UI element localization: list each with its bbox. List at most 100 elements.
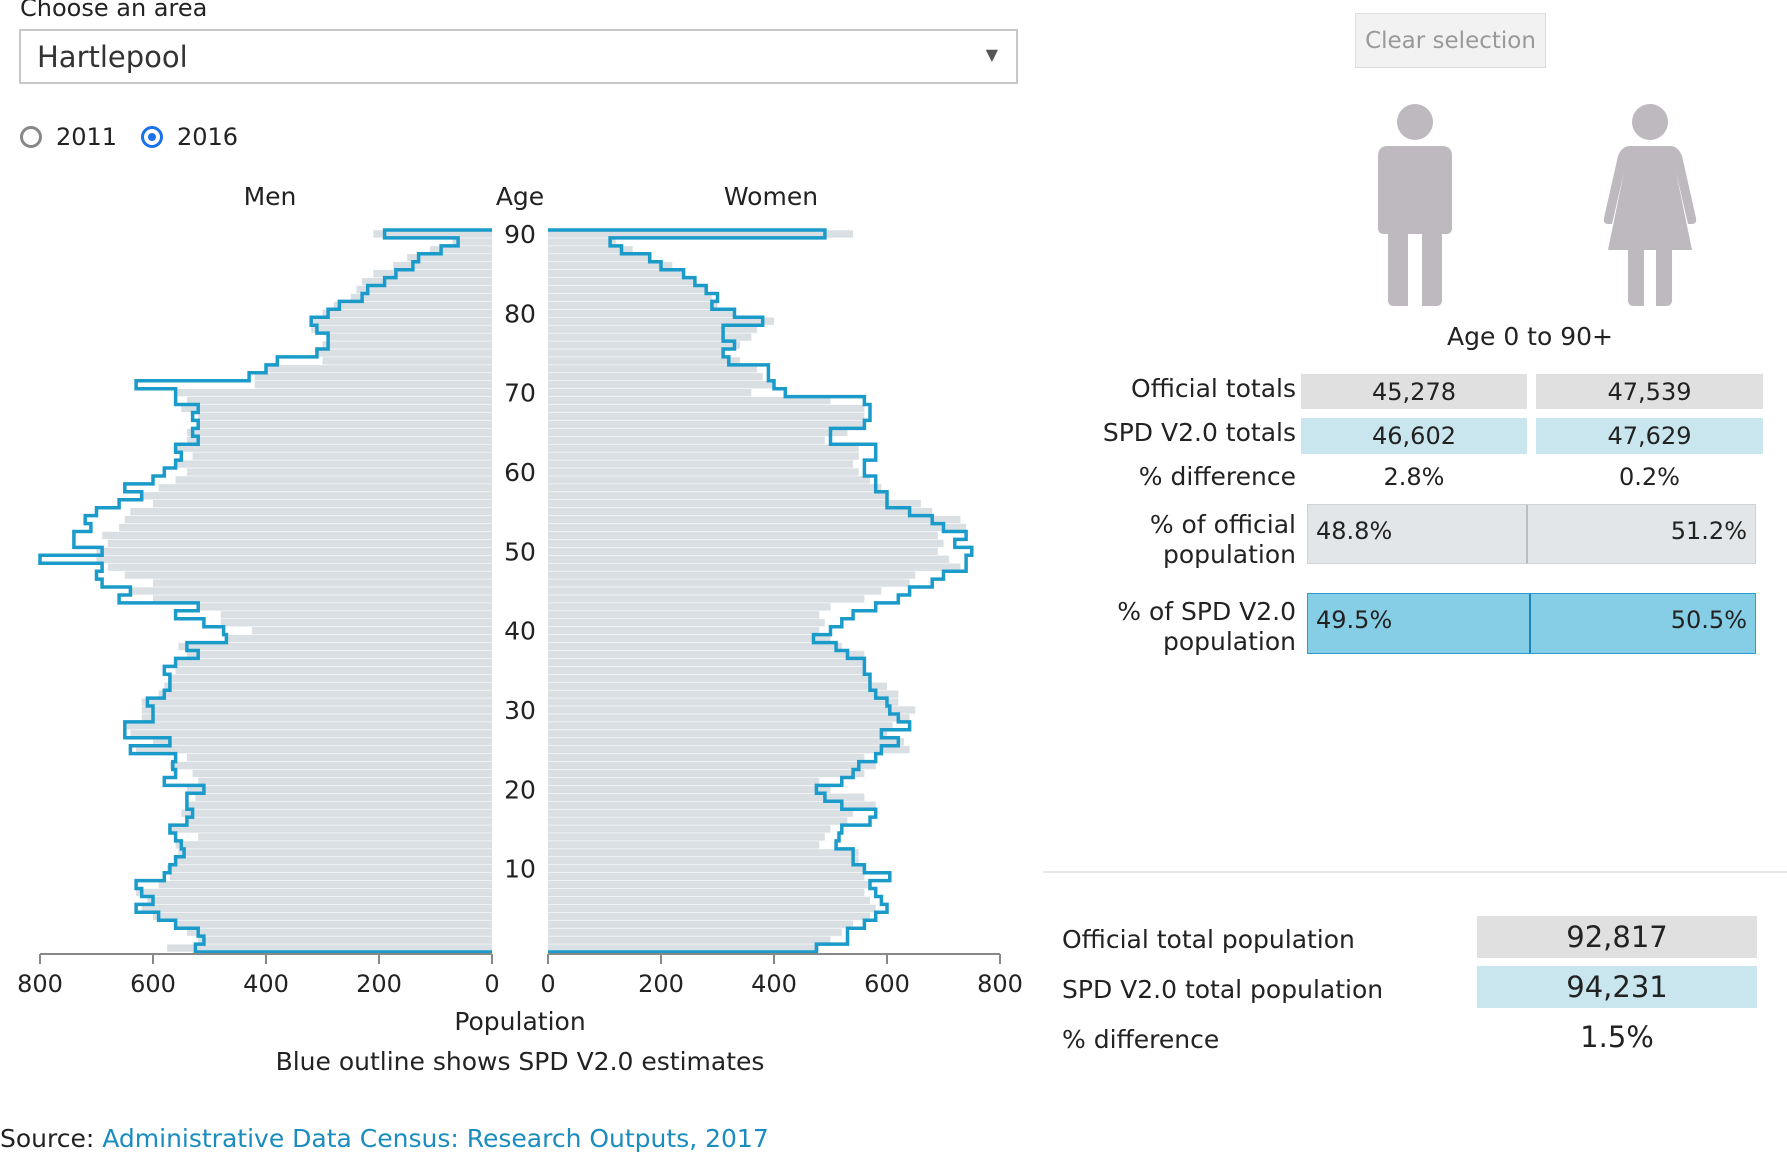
women-official-bar-age-88	[548, 246, 633, 254]
men-official-bar-age-8	[158, 880, 492, 889]
women-official-bar-age-90	[548, 230, 854, 238]
radio-2011-circle[interactable]	[20, 126, 42, 148]
women-official-bar-age-49	[548, 555, 950, 563]
women-official-bar-age-77	[548, 333, 752, 341]
women-x-tick-600: 600	[864, 970, 910, 998]
men-official-bar-age-29	[141, 714, 492, 722]
men-official-bar-age-23	[169, 761, 492, 770]
men-official-bar-age-34	[169, 674, 492, 682]
women-official-bar-age-37	[548, 650, 865, 659]
radio-2016-circle[interactable]	[141, 126, 163, 148]
men-official-bar-age-61	[175, 460, 492, 468]
women-official-bar-age-43	[548, 603, 831, 611]
men-official-bar-age-49	[96, 555, 492, 563]
men-official-bar-age-80	[322, 309, 492, 317]
women-official-bar-age-31	[548, 698, 899, 706]
men-official-bar-age-47	[124, 571, 492, 579]
area-select-label: Choose an area	[20, 0, 208, 22]
spd-men-value: 46,602	[1301, 418, 1527, 454]
women-official-bar-age-29	[548, 714, 910, 722]
men-official-bar-age-48	[107, 563, 493, 571]
men-x-tick-200: 200	[356, 970, 402, 998]
official-total-population-value: 92,817	[1477, 916, 1757, 958]
women-official-bar-age-62	[548, 452, 859, 460]
radio-2011[interactable]: 2011	[20, 123, 117, 151]
men-official-bar-age-63	[175, 444, 492, 452]
women-official-bar-age-55	[548, 507, 933, 516]
women-official-bar-age-10	[548, 865, 865, 873]
men-official-bar-age-60	[186, 468, 492, 476]
pct-official-divider	[1526, 505, 1529, 563]
chart-subtitle: Blue outline shows SPD V2.0 estimates	[276, 1047, 765, 1076]
women-official-bar-age-41	[548, 619, 825, 627]
women-official-bar-age-84	[548, 277, 695, 286]
men-official-bar-age-4	[153, 912, 492, 920]
women-official-bar-age-34	[548, 674, 871, 682]
women-official-bar-age-9	[548, 872, 865, 881]
age-tick-60: 60	[504, 458, 536, 487]
men-official-bar-age-76	[322, 341, 492, 349]
men-spd-outline	[38, 228, 492, 954]
pct-spd-bar: 49.5% 50.5%	[1307, 593, 1756, 654]
women-official-bar-age-28	[548, 722, 893, 730]
men-official-bar-age-50	[96, 547, 492, 555]
women-official-bar-age-20	[548, 785, 831, 794]
men-official-bar-age-59	[175, 476, 492, 484]
pct-spd-divider	[1529, 594, 1532, 653]
men-official-bar-age-41	[220, 619, 493, 627]
women-official-bar-age-21	[548, 777, 820, 786]
women-official-bar-age-71	[548, 381, 774, 389]
men-official-bar-age-46	[153, 579, 492, 587]
men-official-bar-age-85	[373, 269, 492, 278]
men-official-bar-age-20	[186, 785, 492, 794]
women-official-bar-age-32	[548, 690, 899, 698]
men-official-bar-age-83	[356, 285, 492, 294]
women-official-bar-age-59	[548, 476, 871, 484]
men-official-bar-age-28	[124, 722, 492, 730]
women-official-bar-age-66	[548, 420, 865, 429]
men-official-bar-age-15	[169, 825, 492, 833]
women-official-bar-age-13	[548, 841, 820, 849]
official-totals-label: Official totals	[1131, 374, 1296, 403]
area-select[interactable]: Hartlepool ▼	[19, 29, 1018, 84]
women-official-bar-age-45	[548, 587, 882, 595]
women-official-bar-age-4	[548, 912, 871, 920]
women-official-bar-age-27	[548, 730, 887, 738]
men-official-bar-age-54	[124, 515, 492, 524]
radio-2016[interactable]: 2016	[141, 123, 238, 151]
men-official-bar-age-2	[186, 928, 492, 936]
women-official-bar-age-23	[548, 761, 876, 770]
women-official-bar-age-83	[548, 285, 707, 294]
men-official-bar-age-0	[167, 944, 492, 952]
age-tick-30: 30	[504, 696, 536, 725]
men-official-bar-age-79	[311, 317, 492, 325]
men-official-bar-age-73	[266, 365, 492, 373]
women-official-bar-age-56	[548, 500, 921, 508]
women-official-bar-age-60	[548, 468, 859, 476]
pct-official-men: 48.8%	[1316, 517, 1393, 545]
women-official-bar-age-72	[548, 373, 763, 381]
source-link[interactable]: Administrative Data Census: Research Out…	[102, 1124, 769, 1153]
men-official-bar-age-57	[141, 492, 492, 500]
women-official-bar-age-38	[548, 642, 842, 651]
women-official-bar-age-8	[548, 880, 871, 889]
women-official-bar-age-80	[548, 309, 735, 317]
men-official-bar-age-55	[130, 507, 492, 516]
women-official-bar-age-54	[548, 515, 961, 524]
spd-total-population-value: 94,231	[1477, 966, 1757, 1008]
radio-2011-label: 2011	[56, 123, 118, 151]
men-official-bar-age-44	[153, 595, 492, 603]
women-official-bar-age-42	[548, 611, 820, 619]
men-official-bar-age-17	[181, 809, 492, 817]
men-official-bar-age-6	[147, 896, 492, 905]
clear-selection-button[interactable]: Clear selection	[1355, 13, 1546, 68]
women-official-bar-age-85	[548, 269, 684, 278]
men-official-bar-age-82	[350, 293, 492, 302]
age-tick-40: 40	[504, 617, 536, 646]
men-official-bar-age-21	[198, 777, 492, 786]
women-official-bar-age-17	[548, 809, 854, 817]
age-tick-90: 90	[504, 220, 536, 249]
women-official-bar-age-14	[548, 833, 825, 841]
men-official-bar-age-64	[186, 436, 492, 444]
women-official-bar-age-2	[548, 928, 842, 936]
